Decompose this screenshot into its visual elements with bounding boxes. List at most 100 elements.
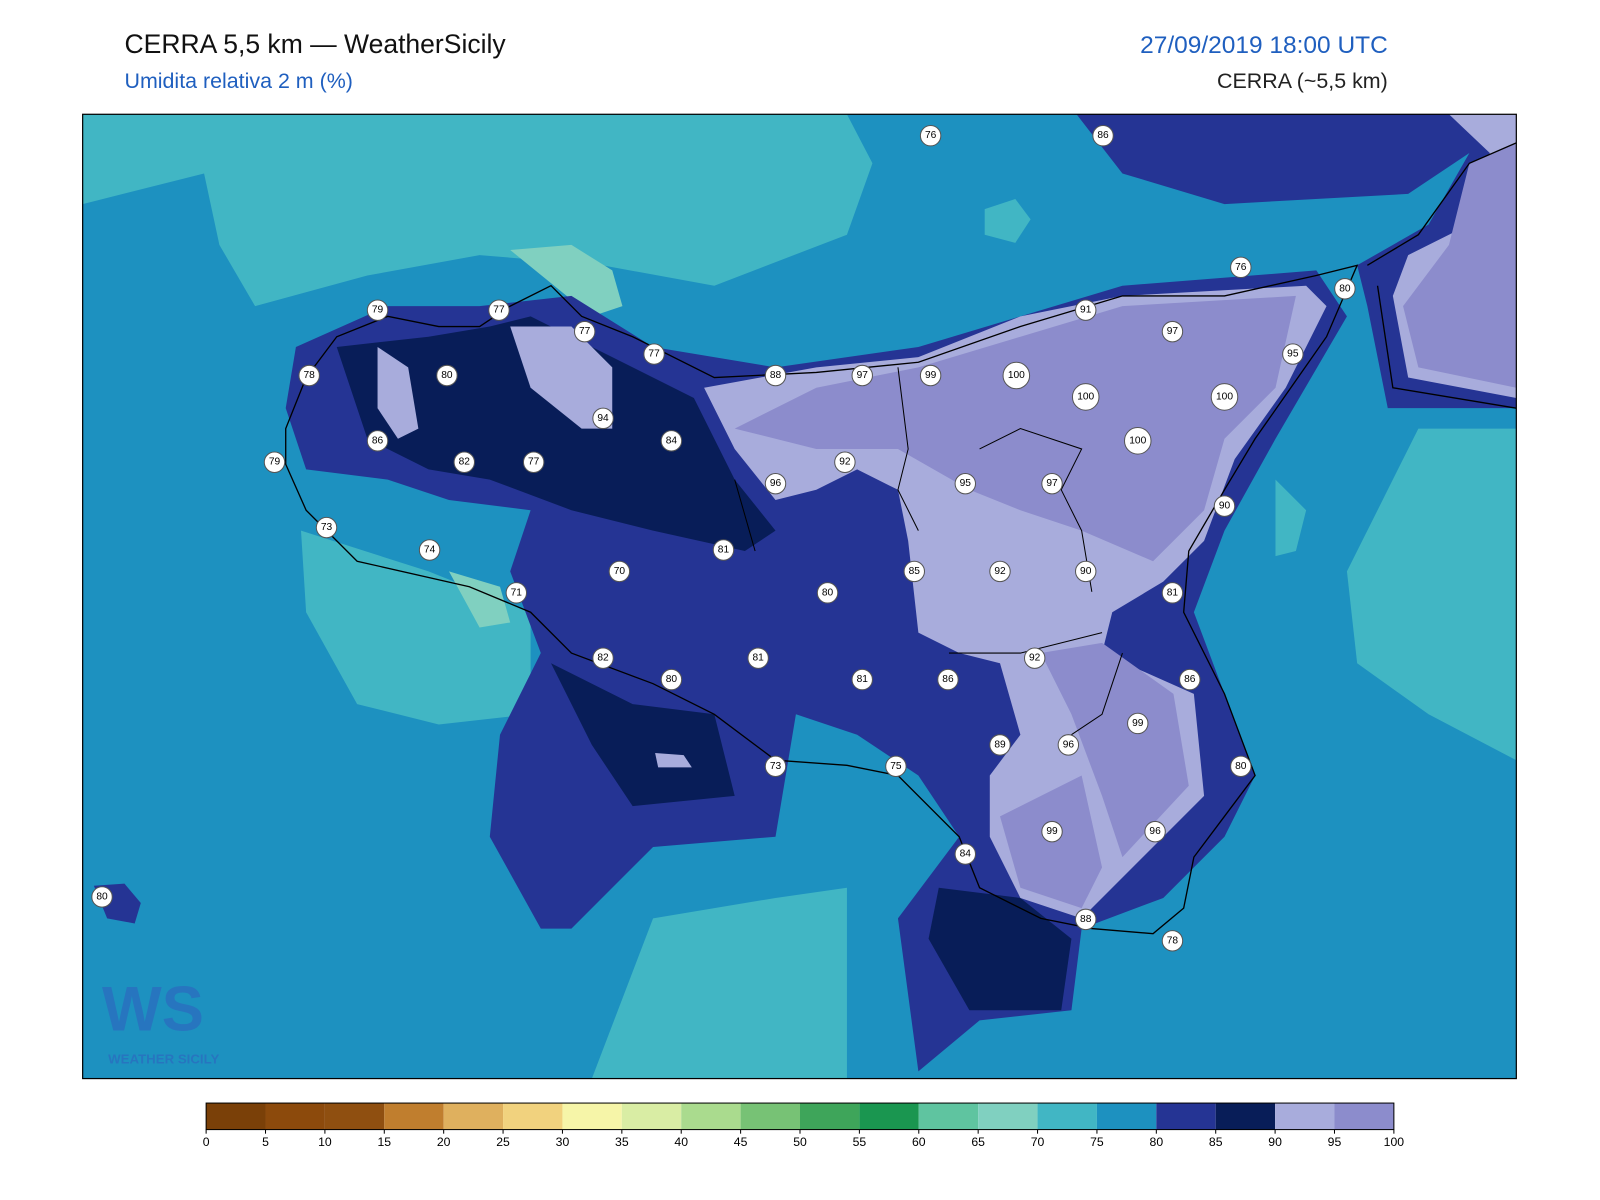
station-value: 78 bbox=[304, 370, 316, 381]
map: WS WEATHER SICILY bbox=[82, 113, 1517, 1080]
station-value: 77 bbox=[528, 457, 540, 468]
station-value: 95 bbox=[960, 478, 972, 489]
station-value: 92 bbox=[994, 566, 1006, 577]
station-marker bbox=[1161, 320, 1184, 343]
station-value: 99 bbox=[925, 370, 937, 381]
station-marker bbox=[1041, 472, 1063, 495]
station-marker bbox=[436, 364, 458, 387]
station-value: 80 bbox=[1235, 761, 1247, 772]
station-value: 95 bbox=[1287, 349, 1299, 360]
station-marker bbox=[1123, 427, 1152, 455]
station-value: 97 bbox=[857, 370, 869, 381]
station-labels: 76 86 76 80 91 97 95 79 77 77 77 78 80 88 97 99 100 100 10… bbox=[91, 125, 1356, 952]
colorbar-tick-label: 45 bbox=[734, 1135, 748, 1149]
colorbar-swatch bbox=[443, 1103, 504, 1130]
colorbar-tick-label: 20 bbox=[437, 1135, 451, 1149]
colorbar-swatch bbox=[562, 1103, 622, 1130]
station-marker bbox=[660, 430, 683, 452]
subtitle: Umidita relativa 2 m (%) bbox=[124, 69, 352, 93]
station-marker bbox=[488, 299, 510, 321]
station-value: 99 bbox=[1046, 826, 1058, 837]
station-value: 79 bbox=[269, 457, 281, 468]
field-70-75 bbox=[984, 198, 1031, 243]
station-marker bbox=[1075, 299, 1097, 321]
station-marker bbox=[1071, 383, 1100, 411]
station-marker bbox=[1144, 820, 1166, 843]
field-95-100 bbox=[1040, 642, 1189, 858]
colorbar-swatch bbox=[1334, 1103, 1394, 1130]
station-marker bbox=[1075, 908, 1097, 931]
station-value: 96 bbox=[770, 478, 782, 489]
station-value: 80 bbox=[96, 891, 108, 902]
station-marker bbox=[1161, 930, 1184, 952]
station-value: 79 bbox=[372, 305, 384, 316]
station-marker bbox=[937, 668, 959, 691]
station-marker bbox=[1213, 495, 1236, 517]
model-label: CERRA (~5,5 km) bbox=[1217, 69, 1388, 93]
station-marker bbox=[522, 451, 545, 473]
station-marker bbox=[903, 560, 925, 583]
station-value: 99 bbox=[1132, 718, 1144, 729]
colorbar-tick-label: 95 bbox=[1328, 1135, 1342, 1149]
station-marker bbox=[1334, 278, 1356, 300]
station-marker bbox=[764, 472, 787, 495]
colorbar-tick-label: 90 bbox=[1268, 1135, 1282, 1149]
station-value: 91 bbox=[1080, 305, 1092, 316]
station-marker bbox=[989, 734, 1011, 756]
station-value: 81 bbox=[857, 674, 869, 685]
station-marker bbox=[1210, 383, 1239, 411]
station-value: 88 bbox=[1080, 914, 1092, 925]
datetime: 27/09/2019 18:00 UTC bbox=[1140, 32, 1388, 59]
station-value: 90 bbox=[1080, 566, 1092, 577]
field-70-75 bbox=[301, 530, 531, 725]
station-marker bbox=[712, 539, 735, 561]
colorbar-swatch bbox=[740, 1103, 800, 1130]
station-value: 100 bbox=[1129, 435, 1146, 446]
station-value: 76 bbox=[925, 130, 937, 141]
station-value: 77 bbox=[648, 349, 660, 360]
station-marker bbox=[315, 516, 338, 539]
station-value: 84 bbox=[666, 435, 678, 446]
station-value: 80 bbox=[822, 587, 834, 598]
station-marker bbox=[1127, 712, 1149, 735]
station-marker bbox=[453, 451, 475, 473]
station-marker bbox=[592, 407, 614, 430]
colorbar-tick-label: 30 bbox=[556, 1135, 570, 1149]
title: CERRA 5,5 km — WeatherSicily bbox=[124, 29, 506, 59]
station-marker bbox=[1092, 125, 1114, 147]
station-marker bbox=[1179, 668, 1201, 691]
station-value: 94 bbox=[597, 413, 609, 424]
colorbar-tick-label: 50 bbox=[793, 1135, 807, 1149]
station-marker bbox=[954, 472, 977, 495]
station-value: 82 bbox=[597, 653, 609, 664]
station-value: 84 bbox=[960, 849, 972, 860]
station-marker bbox=[573, 320, 596, 343]
station-value: 100 bbox=[1008, 370, 1025, 381]
field-85-90 bbox=[928, 887, 1072, 1011]
colorbar-tick-label: 25 bbox=[496, 1135, 510, 1149]
station-value: 97 bbox=[1167, 326, 1179, 337]
station-value: 92 bbox=[839, 457, 851, 468]
colorbar-tick-label: 5 bbox=[262, 1135, 269, 1149]
colorbar-swatch bbox=[800, 1103, 860, 1130]
station-value: 73 bbox=[321, 522, 333, 533]
station-marker bbox=[1023, 647, 1046, 669]
station-value: 81 bbox=[1167, 587, 1179, 598]
colorbar-tick-label: 100 bbox=[1384, 1135, 1405, 1149]
station-marker bbox=[366, 299, 389, 321]
station-value: 89 bbox=[994, 739, 1006, 750]
station-value: 85 bbox=[909, 566, 921, 577]
station-marker bbox=[919, 125, 942, 147]
colorbar-swatch bbox=[978, 1103, 1038, 1130]
colorbar-tick-label: 10 bbox=[318, 1135, 332, 1149]
colorbar-swatch bbox=[206, 1103, 266, 1130]
station-marker bbox=[1282, 343, 1304, 365]
colorbar: 0 5 10 15 20 25 30 35 40 45 50 55 60 65 70 75 80 85 90 95 10… bbox=[203, 1102, 1405, 1149]
station-value: 88 bbox=[770, 370, 782, 381]
station-marker bbox=[643, 343, 665, 365]
station-marker bbox=[1041, 820, 1063, 843]
province-border bbox=[734, 367, 1123, 736]
station-marker bbox=[1057, 734, 1080, 756]
station-value: 86 bbox=[1184, 674, 1196, 685]
station-marker bbox=[592, 647, 614, 669]
